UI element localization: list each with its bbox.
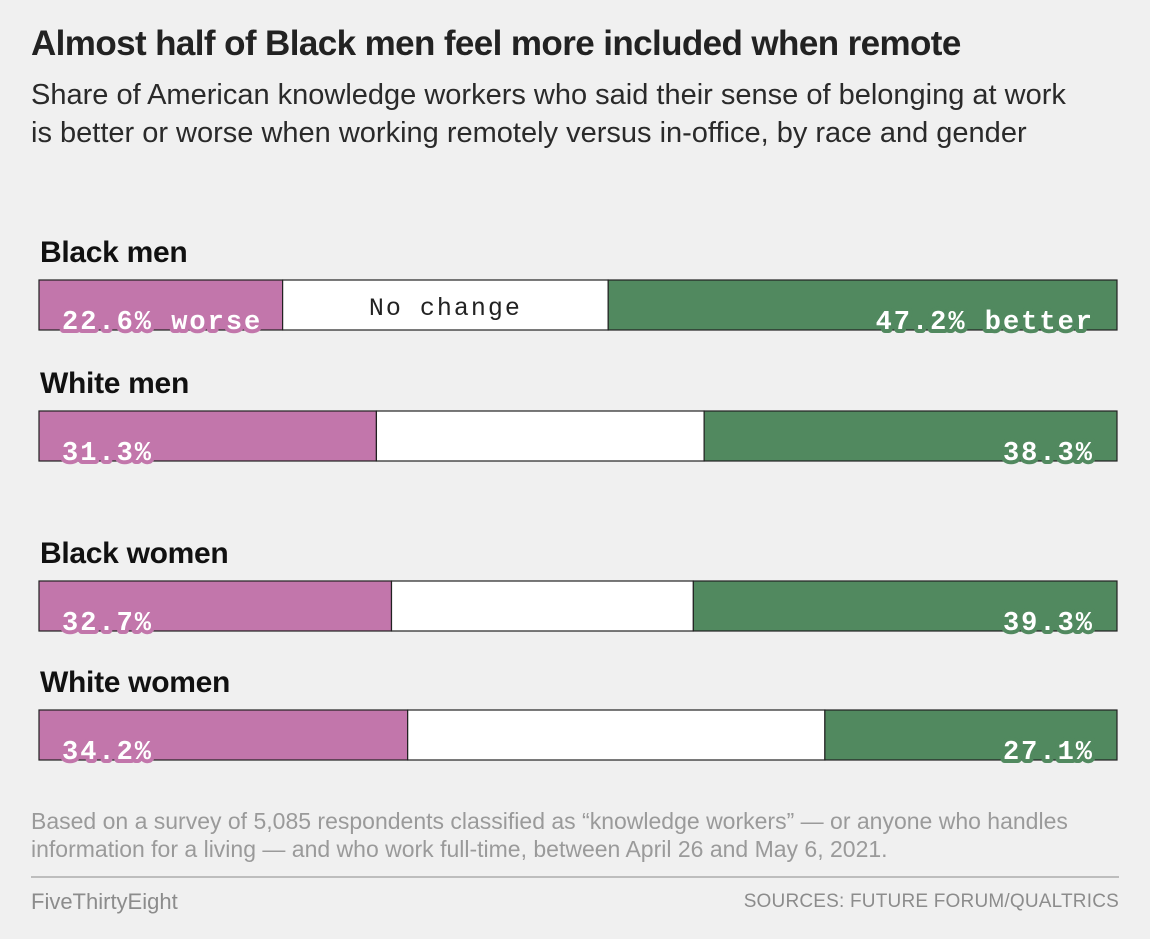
data-label-black-men-better: 47.2% better [876, 308, 1094, 338]
data-label-black-men-no-change: No change [369, 294, 522, 323]
bar-white-men-better [703, 410, 1118, 462]
data-label-white-men-worse: 31.3% [62, 439, 153, 469]
data-label-white-men-better: 38.3% [1003, 439, 1094, 469]
bar-black-women-worse [38, 580, 393, 632]
sources-credit: SOURCES: FUTURE FORUM/QUALTRICS [743, 891, 1119, 912]
survey-note: Based on a survey of 5,085 respondents c… [31, 808, 1068, 862]
bar-white-men-worse [38, 410, 378, 462]
footer-divider [31, 876, 1119, 878]
bar-black-men-better [607, 279, 1118, 331]
data-label-black-women-worse: 32.7% [62, 609, 153, 639]
data-label-black-men-worse: 22.6% worse [62, 308, 262, 338]
data-label-white-women-better: 27.1% [1003, 738, 1094, 768]
brand-credit: FiveThirtyEight [31, 889, 178, 914]
bar-black-men-no-change [282, 279, 609, 331]
chart-subtitle: Share of American knowledge workers who … [31, 79, 1066, 149]
data-label-black-women-better: 39.3% [1003, 609, 1094, 639]
bar-white-women-better [824, 709, 1118, 761]
bar-white-women-worse [38, 709, 409, 761]
chart-title: Almost half of Black men feel more inclu… [31, 24, 961, 63]
bar-black-women-better [692, 580, 1118, 632]
bar-white-women-no-change [407, 709, 826, 761]
group-label-white-women: White women [40, 666, 230, 699]
bar-white-men-no-change [375, 410, 705, 462]
group-label-white-men: White men [40, 367, 189, 400]
group-label-black-women: Black women [40, 537, 228, 570]
data-label-white-women-worse: 34.2% [62, 738, 153, 768]
bar-black-women-no-change [390, 580, 694, 632]
group-label-black-men: Black men [40, 236, 187, 269]
